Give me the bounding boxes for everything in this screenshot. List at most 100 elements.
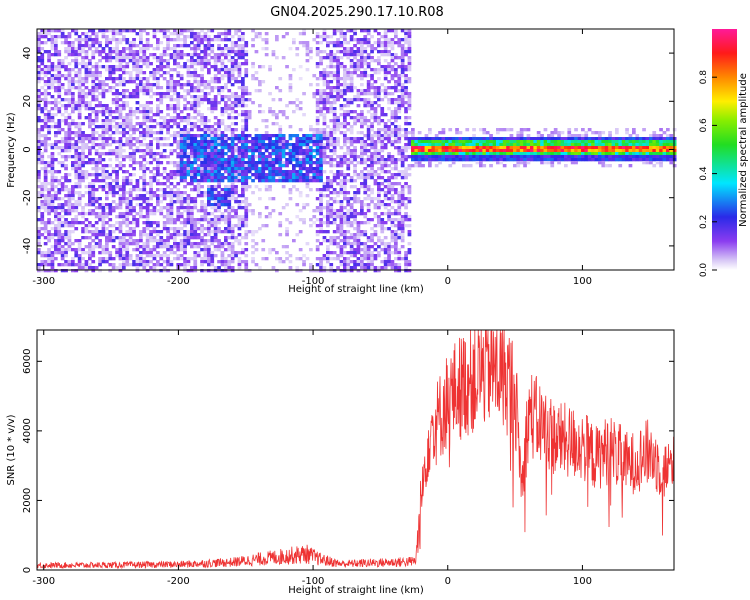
heatmap-cell bbox=[142, 200, 147, 204]
heatmap-cell bbox=[366, 53, 371, 57]
heatmap-cell bbox=[101, 83, 106, 87]
heatmap-cell bbox=[91, 194, 96, 198]
heatmap-cell bbox=[326, 86, 330, 90]
heatmap-cell bbox=[108, 47, 113, 51]
heatmap-cell bbox=[251, 173, 255, 177]
heatmap-cell bbox=[88, 254, 92, 258]
heatmap-cell bbox=[343, 161, 347, 165]
heatmap-cell bbox=[326, 110, 330, 114]
heatmap-cell bbox=[139, 86, 143, 90]
heatmap-cell bbox=[54, 68, 58, 72]
heatmap-cell bbox=[390, 230, 395, 234]
heatmap-cell bbox=[108, 152, 113, 156]
heatmap-cell bbox=[186, 233, 191, 237]
heatmap-cell bbox=[220, 50, 225, 54]
heatmap-cell bbox=[315, 248, 320, 252]
heatmap-cell bbox=[305, 134, 310, 138]
heatmap-cell bbox=[315, 92, 320, 96]
heatmap-cell bbox=[200, 194, 204, 198]
heatmap-cell bbox=[213, 206, 218, 210]
heatmap-cell bbox=[88, 149, 92, 153]
heatmap-cell bbox=[224, 137, 228, 141]
heatmap-cell bbox=[207, 41, 211, 45]
heatmap-cell bbox=[108, 125, 113, 129]
heatmap-cell bbox=[159, 53, 164, 57]
heatmap-cell bbox=[332, 113, 337, 117]
heatmap-cell bbox=[135, 224, 140, 228]
heatmap-cell bbox=[115, 53, 119, 57]
heatmap-cell bbox=[67, 137, 72, 141]
heatmap-cell bbox=[128, 206, 133, 210]
heatmap-cell bbox=[380, 164, 385, 168]
heatmap-cell bbox=[84, 185, 89, 189]
heatmap-cell bbox=[220, 173, 225, 177]
heatmap-cell bbox=[135, 65, 140, 69]
heatmap-cell bbox=[74, 218, 79, 222]
heatmap-cell bbox=[156, 80, 160, 84]
heatmap-cell bbox=[176, 161, 181, 165]
heatmap-cell bbox=[309, 149, 313, 153]
heatmap-cell bbox=[179, 29, 184, 33]
heatmap-cell bbox=[122, 68, 126, 72]
heatmap-cell bbox=[387, 134, 391, 138]
heatmap-cell bbox=[366, 131, 371, 135]
heatmap-cell bbox=[230, 110, 235, 114]
heatmap-cell bbox=[278, 179, 283, 183]
heatmap-cell bbox=[227, 89, 232, 93]
heatmap-cell bbox=[156, 107, 160, 111]
heatmap-cell bbox=[322, 194, 327, 198]
heatmap-cell bbox=[217, 59, 221, 63]
heatmap-cell bbox=[190, 65, 194, 69]
heatmap-cell bbox=[224, 200, 228, 204]
heatmap-cell bbox=[200, 134, 204, 138]
heatmap-cell bbox=[329, 95, 334, 99]
heatmap-cell bbox=[377, 116, 381, 120]
heatmap-cell bbox=[356, 116, 361, 120]
heatmap-cell bbox=[343, 221, 347, 225]
heatmap-cell bbox=[186, 239, 191, 243]
heatmap-cell bbox=[77, 125, 82, 129]
heatmap-cell bbox=[67, 35, 72, 39]
heatmap-cell bbox=[183, 29, 187, 33]
heatmap-cell bbox=[292, 143, 296, 147]
heatmap-cell bbox=[179, 173, 184, 177]
heatmap-cell bbox=[183, 245, 187, 249]
heatmap-cell bbox=[271, 164, 276, 168]
heatmap-cell bbox=[74, 254, 79, 258]
heatmap-cell bbox=[101, 143, 106, 147]
heatmap-cell bbox=[98, 53, 102, 57]
heatmap-cell bbox=[383, 266, 388, 270]
heatmap-cell bbox=[196, 80, 201, 84]
heatmap-cell bbox=[200, 119, 204, 123]
heatmap-cell bbox=[237, 35, 242, 39]
heatmap-cell bbox=[295, 158, 300, 162]
heatmap-cell bbox=[319, 128, 323, 132]
heatmap-cell bbox=[309, 47, 313, 51]
heatmap-cell bbox=[54, 53, 58, 57]
heatmap-cell bbox=[336, 44, 340, 48]
heatmap-cell bbox=[285, 176, 289, 180]
heatmap-cell bbox=[108, 50, 113, 54]
heatmap-cell bbox=[288, 149, 293, 153]
heatmap-cell bbox=[67, 149, 72, 153]
heatmap-cell bbox=[288, 155, 293, 159]
heatmap-cell bbox=[152, 191, 157, 195]
heatmap-cell bbox=[319, 134, 323, 138]
heatmap-cell bbox=[349, 254, 354, 258]
heatmap-cell bbox=[57, 74, 62, 78]
heatmap-cell bbox=[162, 269, 167, 273]
heatmap-cell bbox=[142, 104, 147, 108]
heatmap-cell bbox=[67, 41, 72, 45]
heatmap-cell bbox=[190, 221, 194, 225]
heatmap-cell bbox=[203, 143, 208, 147]
heatmap-cell bbox=[145, 224, 150, 228]
heatmap-cell bbox=[227, 218, 232, 222]
heatmap-cell bbox=[166, 83, 170, 87]
heatmap-cell bbox=[346, 86, 351, 90]
heatmap-cell bbox=[132, 89, 136, 93]
heatmap-cell bbox=[292, 167, 296, 171]
heatmap-cell bbox=[162, 155, 167, 159]
heatmap-cell bbox=[370, 122, 374, 126]
heatmap-cell bbox=[64, 122, 68, 126]
heatmap-cell bbox=[74, 191, 79, 195]
